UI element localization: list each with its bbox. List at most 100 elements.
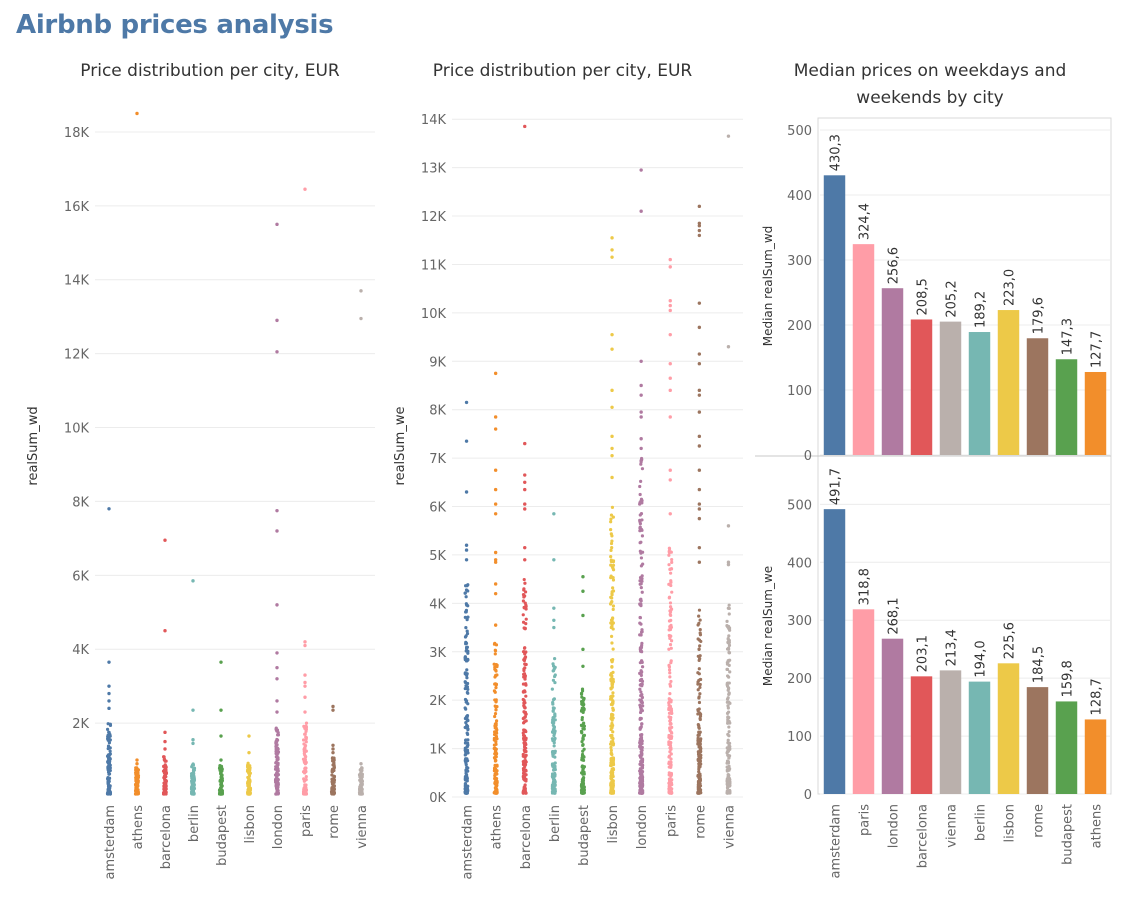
chart2-ytick-label: 1K <box>429 743 446 758</box>
bar2-category-label: rome <box>1032 804 1047 838</box>
chart2-point-rome <box>697 224 702 228</box>
chart2-point-rome <box>697 204 702 209</box>
chart2-category-label: amsterdam <box>461 805 476 880</box>
chart2-point-paris <box>669 773 674 777</box>
bar2-bar-amsterdam <box>823 509 846 794</box>
chart2-point-barcelona <box>523 594 527 598</box>
chart2-point-barcelona <box>523 590 528 594</box>
chart2-point-vienna <box>728 670 732 674</box>
chart2-ytick-label: 14K <box>421 113 447 128</box>
chart2-point-paris <box>668 605 673 609</box>
chart2-point-amsterdam <box>464 610 468 614</box>
chart1-point-vienna <box>358 788 362 792</box>
chart1-point-amsterdam <box>107 706 111 711</box>
chart2-point-rome <box>697 667 701 671</box>
chart2-point-berlin <box>552 512 556 516</box>
bar1-data-label: 189,2 <box>974 291 989 328</box>
chart1-point-london <box>274 749 278 753</box>
chart1-point-lisbon <box>248 788 252 792</box>
chart2-point-barcelona <box>522 701 526 705</box>
chart2-point-athens <box>493 502 498 506</box>
chart2-point-paris <box>667 773 671 777</box>
chart2-point-lisbon <box>611 563 616 567</box>
bar1-bar-lisbon <box>997 310 1020 455</box>
chart2-point-london <box>638 727 642 731</box>
chart2-point-rome <box>698 692 702 696</box>
chart1-point-athens <box>134 792 138 796</box>
chart1-point-barcelona <box>164 765 168 769</box>
chart2-point-athens <box>494 723 498 727</box>
chart2-point-vienna <box>727 725 731 729</box>
bar2-ytick-label: 100 <box>787 730 812 745</box>
chart1-point-rome <box>331 704 335 709</box>
chart2-point-athens <box>494 643 499 647</box>
chart2-point-amsterdam <box>466 728 470 732</box>
chart2-category-label: rome <box>693 805 708 839</box>
chart2-point-amsterdam <box>464 768 468 772</box>
chart2-point-london <box>639 747 643 751</box>
chart2-point-barcelona <box>523 581 527 585</box>
chart2-point-rome <box>698 654 702 658</box>
chart2-point-vienna <box>727 603 731 607</box>
chart2-point-lisbon <box>609 702 614 707</box>
chart2-point-athens <box>493 791 497 795</box>
chart2-point-athens <box>493 652 497 656</box>
chart2-point-vienna <box>725 697 730 701</box>
bar2-bar-lisbon <box>997 663 1020 794</box>
chart2-point-rome <box>697 301 702 305</box>
chart2-point-london <box>639 458 643 463</box>
bar2-category-label: barcelona <box>916 804 931 868</box>
chart1-point-paris <box>304 791 308 795</box>
bar1-bar-vienna <box>939 321 962 455</box>
bar2-ytick-label: 0 <box>804 788 812 803</box>
chart2-point-lisbon <box>609 621 613 625</box>
chart2-point-barcelona <box>523 750 527 754</box>
chart2-point-london <box>639 690 643 694</box>
chart2-point-lisbon <box>611 586 615 590</box>
chart2-point-athens <box>493 623 498 627</box>
chart2-point-amsterdam <box>464 584 468 588</box>
chart2-point-paris <box>670 560 674 565</box>
chart1-point-rome <box>332 791 336 795</box>
chart2-point-rome <box>697 647 701 651</box>
chart2-point-barcelona <box>524 622 528 626</box>
chart1-point-berlin <box>191 784 195 788</box>
chart2-point-london <box>640 760 644 764</box>
chart2-point-berlin <box>551 669 556 673</box>
chart1-point-london <box>276 733 281 737</box>
chart2-category-label: paris <box>664 805 679 837</box>
chart2-point-london <box>638 698 642 702</box>
bar2-bar-vienna <box>939 670 962 794</box>
chart2-point-rome <box>697 361 702 366</box>
chart2-point-lisbon <box>609 752 613 756</box>
chart2-point-london <box>639 622 643 626</box>
chart1-point-london <box>275 350 279 354</box>
chart1-point-rome <box>331 747 335 751</box>
bar1-bar-amsterdam <box>823 175 846 455</box>
chart2-point-london <box>640 684 644 688</box>
chart2-point-lisbon <box>610 453 614 458</box>
chart2-point-vienna <box>727 730 731 734</box>
chart2-point-lisbon <box>610 676 614 681</box>
bar1-data-label: 147,3 <box>1061 318 1076 355</box>
chart2-point-athens <box>492 743 497 747</box>
chart2-point-rome <box>698 685 702 690</box>
chart2-point-berlin <box>551 678 556 682</box>
chart2-point-budapest <box>581 664 585 668</box>
chart2-point-lisbon <box>611 576 615 580</box>
chart2-point-london <box>639 393 643 397</box>
chart2-point-london <box>639 774 643 778</box>
chart1-point-barcelona <box>164 779 168 783</box>
chart2-point-barcelona <box>522 710 526 714</box>
bar1-bar-berlin <box>968 332 991 455</box>
chart2-point-budapest <box>582 721 586 725</box>
chart2-point-paris <box>667 647 671 651</box>
chart1-point-barcelona <box>163 739 167 744</box>
chart1-point-vienna <box>360 790 364 794</box>
chart2-point-lisbon <box>609 541 614 546</box>
chart1-point-amsterdam <box>105 727 110 731</box>
chart2-point-paris <box>668 512 672 516</box>
chart2-point-vienna <box>726 134 731 138</box>
chart1-point-paris <box>304 727 308 731</box>
chart2-point-london <box>640 643 644 648</box>
